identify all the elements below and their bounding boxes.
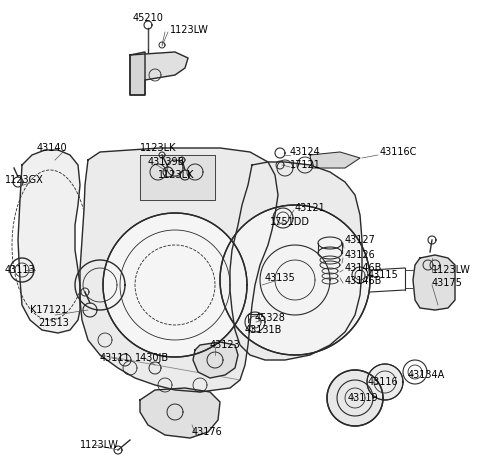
Text: 43126: 43126 bbox=[345, 250, 376, 260]
Text: 43115: 43115 bbox=[368, 270, 399, 280]
Text: 1123LK: 1123LK bbox=[140, 143, 177, 153]
Text: 43124: 43124 bbox=[290, 147, 321, 157]
Text: 43116: 43116 bbox=[368, 377, 398, 387]
Polygon shape bbox=[103, 213, 247, 357]
Text: 17121: 17121 bbox=[290, 160, 321, 170]
Text: K17121: K17121 bbox=[30, 305, 67, 315]
Text: 43146B: 43146B bbox=[345, 263, 383, 273]
Text: 43113: 43113 bbox=[5, 265, 36, 275]
Text: 1123LW: 1123LW bbox=[170, 25, 209, 35]
Text: 21513: 21513 bbox=[38, 318, 69, 328]
Text: 1123LW: 1123LW bbox=[432, 265, 471, 275]
Text: 1430JB: 1430JB bbox=[135, 353, 169, 363]
Text: 1123LK: 1123LK bbox=[158, 170, 194, 180]
Text: 43116C: 43116C bbox=[380, 147, 418, 157]
Text: 45210: 45210 bbox=[132, 13, 163, 23]
Polygon shape bbox=[220, 205, 370, 355]
Text: 43135: 43135 bbox=[265, 273, 296, 283]
Text: 43175: 43175 bbox=[432, 278, 463, 288]
Text: 1123GX: 1123GX bbox=[5, 175, 44, 185]
Polygon shape bbox=[18, 150, 80, 333]
Text: 43131B: 43131B bbox=[245, 325, 282, 335]
Text: 1751DD: 1751DD bbox=[270, 217, 310, 227]
Text: 43123: 43123 bbox=[210, 340, 241, 350]
Polygon shape bbox=[140, 155, 215, 200]
Polygon shape bbox=[310, 152, 360, 168]
Text: 43119: 43119 bbox=[348, 393, 379, 403]
Text: 43127: 43127 bbox=[345, 235, 376, 245]
Polygon shape bbox=[327, 370, 383, 426]
Text: 43134A: 43134A bbox=[408, 370, 445, 380]
Text: 43121: 43121 bbox=[295, 203, 326, 213]
Text: 43139B: 43139B bbox=[148, 157, 185, 167]
Text: 1123LW: 1123LW bbox=[80, 440, 119, 450]
Polygon shape bbox=[130, 52, 188, 95]
Polygon shape bbox=[230, 162, 362, 360]
Text: 45328: 45328 bbox=[255, 313, 286, 323]
Polygon shape bbox=[367, 364, 403, 400]
Text: 43176: 43176 bbox=[192, 427, 223, 437]
Polygon shape bbox=[140, 388, 220, 438]
Polygon shape bbox=[413, 255, 455, 310]
Polygon shape bbox=[80, 148, 278, 392]
Text: 43111: 43111 bbox=[100, 353, 131, 363]
Polygon shape bbox=[193, 342, 238, 378]
Text: 43140: 43140 bbox=[36, 143, 67, 153]
Polygon shape bbox=[130, 52, 145, 95]
Text: 43146B: 43146B bbox=[345, 276, 383, 286]
